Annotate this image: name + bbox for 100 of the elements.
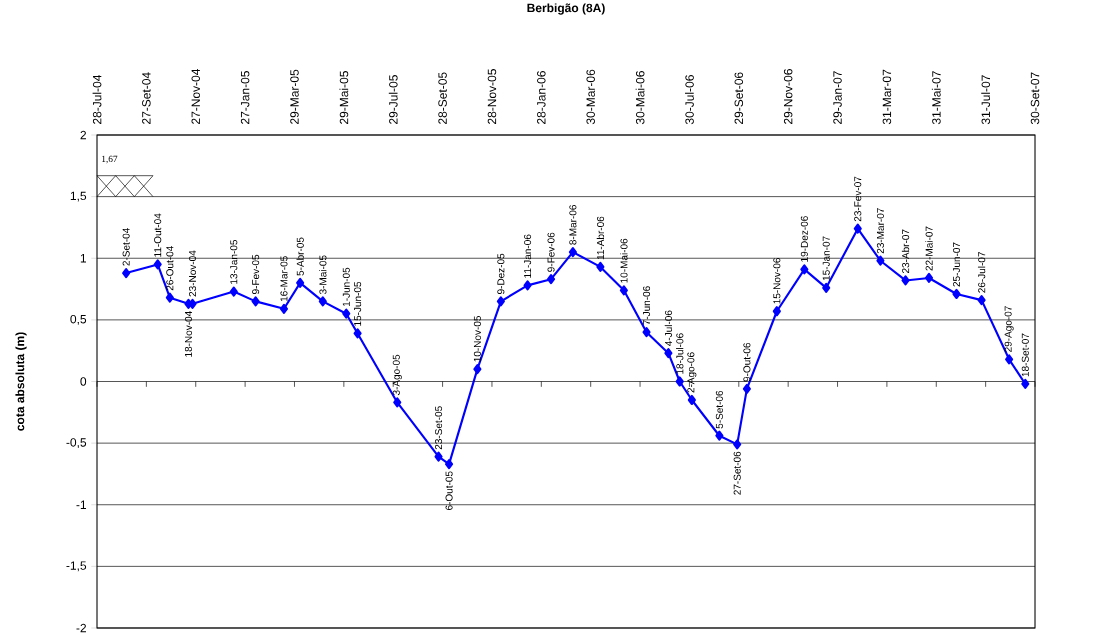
point	[229, 286, 238, 297]
point	[473, 364, 482, 375]
point	[853, 223, 862, 234]
point	[568, 247, 577, 258]
annotation: 23-Set-05	[435, 406, 443, 450]
x-tick-label: 29-Jul-05	[388, 75, 398, 124]
y-tick-label: 0	[80, 377, 87, 386]
annotation: 9-Dez-05	[497, 253, 505, 294]
point	[772, 306, 781, 317]
point	[296, 277, 305, 288]
point	[318, 296, 327, 307]
annotation: 7-Jun-06	[642, 286, 651, 325]
point	[901, 275, 910, 286]
point	[675, 376, 684, 387]
annotation: 15-Jun-05	[354, 281, 362, 326]
annotation: 15-Nov-06	[773, 258, 781, 304]
annotation: 29-Ago-07	[1004, 306, 1014, 352]
x-tick-label: 29-Mai-05	[339, 71, 349, 124]
y-tick-label: 0,5	[70, 314, 87, 325]
annotation: 3-Mai-05	[319, 255, 327, 295]
annotation: 3-Ago-05	[392, 354, 402, 396]
y-tick-label: -1,5	[66, 561, 87, 572]
point	[924, 272, 934, 284]
point	[153, 259, 162, 270]
point	[822, 282, 831, 293]
x-tick-label: 27-Nov-04	[191, 68, 200, 124]
annotation: 18-Set-07	[1021, 333, 1029, 377]
y-tick-label: 2	[80, 130, 86, 140]
x-tick-label: 31-Mai-07	[931, 71, 941, 125]
chart-title: Berbigão (8A)	[527, 3, 605, 15]
point	[596, 261, 605, 272]
point	[444, 459, 454, 470]
y-axis-title: cota absoluta (m)	[15, 332, 27, 431]
annotation: 16-Mar-05	[280, 256, 288, 302]
point	[251, 296, 260, 307]
annotation: 10-Nov-05	[473, 315, 481, 362]
point	[1021, 378, 1030, 390]
annotation: 23-Fev-07	[854, 176, 862, 222]
y-tick-label: -1	[76, 500, 87, 509]
annotation: 9-Out-06	[743, 342, 751, 382]
point	[434, 451, 443, 462]
x-tick-label: 31-Jul-07	[981, 75, 991, 125]
annotation: 13-Jan-05	[230, 239, 238, 284]
annotation: 4-Jul-06	[664, 310, 673, 346]
annotation: 11-Jan-06	[524, 234, 532, 278]
x-tick-label: 30-Jul-06	[685, 75, 694, 125]
annotation: 6-Out-05	[445, 471, 453, 510]
point	[952, 288, 961, 300]
x-tick-label: 28-Jul-04	[92, 74, 102, 124]
annotation: 27-Set-06	[733, 451, 741, 495]
x-tick-label: 28-Nov-05	[487, 69, 497, 124]
point	[876, 255, 885, 266]
x-tick-label: 30-Set-07	[1030, 72, 1040, 125]
y-tick-label: 1,5	[70, 191, 87, 202]
annotation: 11-Abr-06	[596, 216, 605, 260]
y-tick-label: -0,5	[66, 438, 87, 449]
point	[496, 296, 505, 307]
point	[546, 274, 556, 285]
annotation: 23-Nov-04	[188, 250, 197, 297]
point	[342, 308, 351, 319]
x-tick-label: 27-Jan-05	[240, 71, 250, 124]
annotation: 26-Out-04	[166, 246, 174, 291]
annotation: 19-Dez-06	[800, 216, 808, 262]
point	[165, 292, 174, 303]
x-tick-label: 29-Set-06	[734, 72, 744, 124]
annotation: 10-Mai-06	[620, 238, 628, 283]
annotation: 5-Set-06	[715, 390, 723, 429]
annotation: 18-Nov-04	[184, 311, 193, 357]
annotation: 9-Fev-06	[547, 232, 555, 272]
annotation: 22-Mai-07	[925, 226, 933, 271]
point	[733, 439, 742, 450]
y-tick-label: 1	[80, 254, 87, 263]
point	[977, 295, 986, 306]
y-tick-label: -2	[76, 623, 86, 633]
annotation: 26-Jul-07	[977, 252, 986, 293]
annotation: 2-Ago-06	[687, 352, 697, 393]
point	[619, 285, 628, 296]
point	[393, 397, 402, 408]
annotation: 5-Abr-05	[296, 237, 304, 276]
point	[715, 430, 724, 441]
x-tick-label: 31-Mar-07	[882, 69, 892, 125]
x-tick-label: 29-Jan-07	[833, 71, 842, 124]
point	[742, 383, 751, 394]
annotation: 9-Fev-05	[252, 254, 260, 294]
point	[687, 394, 696, 406]
annotation: 8-Mar-06	[569, 205, 577, 245]
x-tick-label: 27-Set-04	[142, 72, 151, 124]
annotation: 18-Jul-06	[676, 333, 684, 374]
x-tick-label: 30-Mai-06	[635, 71, 645, 125]
point	[800, 264, 809, 275]
x-tick-label: 30-Mar-06	[586, 69, 595, 125]
point	[664, 348, 673, 359]
x-tick-label: 29-Nov-06	[783, 69, 793, 124]
point	[279, 303, 289, 314]
annotation: 25-Jun-07	[952, 242, 961, 287]
annotation: 11-Out-04	[154, 213, 162, 257]
x-tick-label: 28-Set-05	[438, 72, 447, 124]
annotation: 1-Jun-05	[342, 267, 350, 307]
point	[523, 280, 532, 291]
x-tick-label: 28-Jan-06	[537, 71, 546, 124]
